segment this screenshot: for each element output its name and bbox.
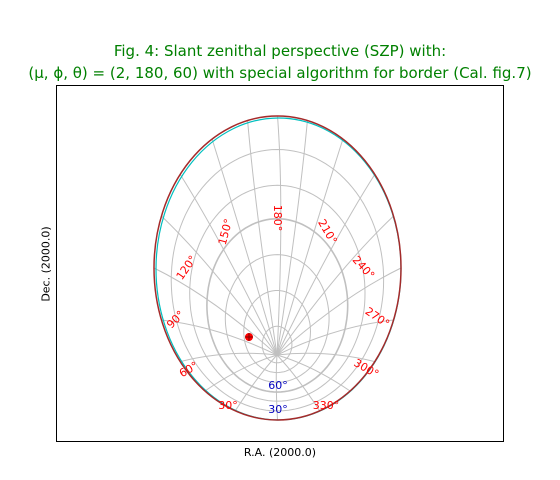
y-axis-label: Dec. (2000.0)	[39, 226, 53, 302]
ra-grid-line	[276, 138, 344, 356]
chart-title-line-2: (μ, ϕ, θ) = (2, 180, 60) with special al…	[28, 64, 532, 82]
ra-tick-label: 330°	[313, 399, 340, 412]
ra-grid-line	[276, 354, 351, 392]
ra-grid-line	[180, 352, 278, 363]
ra-tick-label: 150°	[216, 217, 235, 246]
plot-frame	[56, 85, 504, 442]
ra-tick-label: 30°	[218, 399, 238, 412]
ra-grid-line	[211, 138, 278, 356]
ra-grid-line	[276, 352, 375, 363]
chart-title-line-1: Fig. 4: Slant zenithal perspective (SZP)…	[113, 42, 447, 60]
ra-grid-line	[204, 354, 278, 392]
dec-grid-circle	[243, 290, 312, 374]
ra-grid-line	[276, 267, 402, 356]
ra-grid-line	[153, 267, 278, 356]
ra-grid-line	[276, 354, 321, 412]
dec-tick-label: 60°	[268, 379, 288, 392]
ra-grid-line	[161, 215, 278, 356]
ra-tick-label: 240°	[350, 253, 377, 281]
ra-grid-line	[161, 319, 278, 356]
dec-grid-circle	[206, 217, 349, 393]
projection-border	[153, 115, 402, 421]
ra-grid-line	[276, 319, 394, 356]
dec-tick-label: 30°	[268, 403, 288, 416]
dec-grid-circle	[170, 148, 385, 412]
ra-grid-line	[276, 120, 308, 356]
dec-grid-circle	[224, 254, 330, 383]
ra-grid-line	[234, 354, 278, 412]
ra-tick-label: 120°	[174, 253, 200, 282]
x-axis-label: R.A. (2000.0)	[243, 446, 317, 459]
ra-tick-label: 90°	[164, 308, 187, 331]
ra-grid-line	[276, 174, 376, 356]
ra-grid-line	[275, 354, 278, 421]
ra-tick-label: 270°	[363, 305, 392, 331]
ra-grid-line	[179, 174, 278, 356]
ra-grid-line	[247, 120, 278, 356]
ra-tick-label: 210°	[315, 217, 340, 246]
ra-grid-line	[276, 215, 394, 356]
dec-grid-circle	[189, 184, 366, 402]
ra-tick-label: 180°	[271, 205, 284, 232]
ra-grid-line	[276, 115, 282, 356]
